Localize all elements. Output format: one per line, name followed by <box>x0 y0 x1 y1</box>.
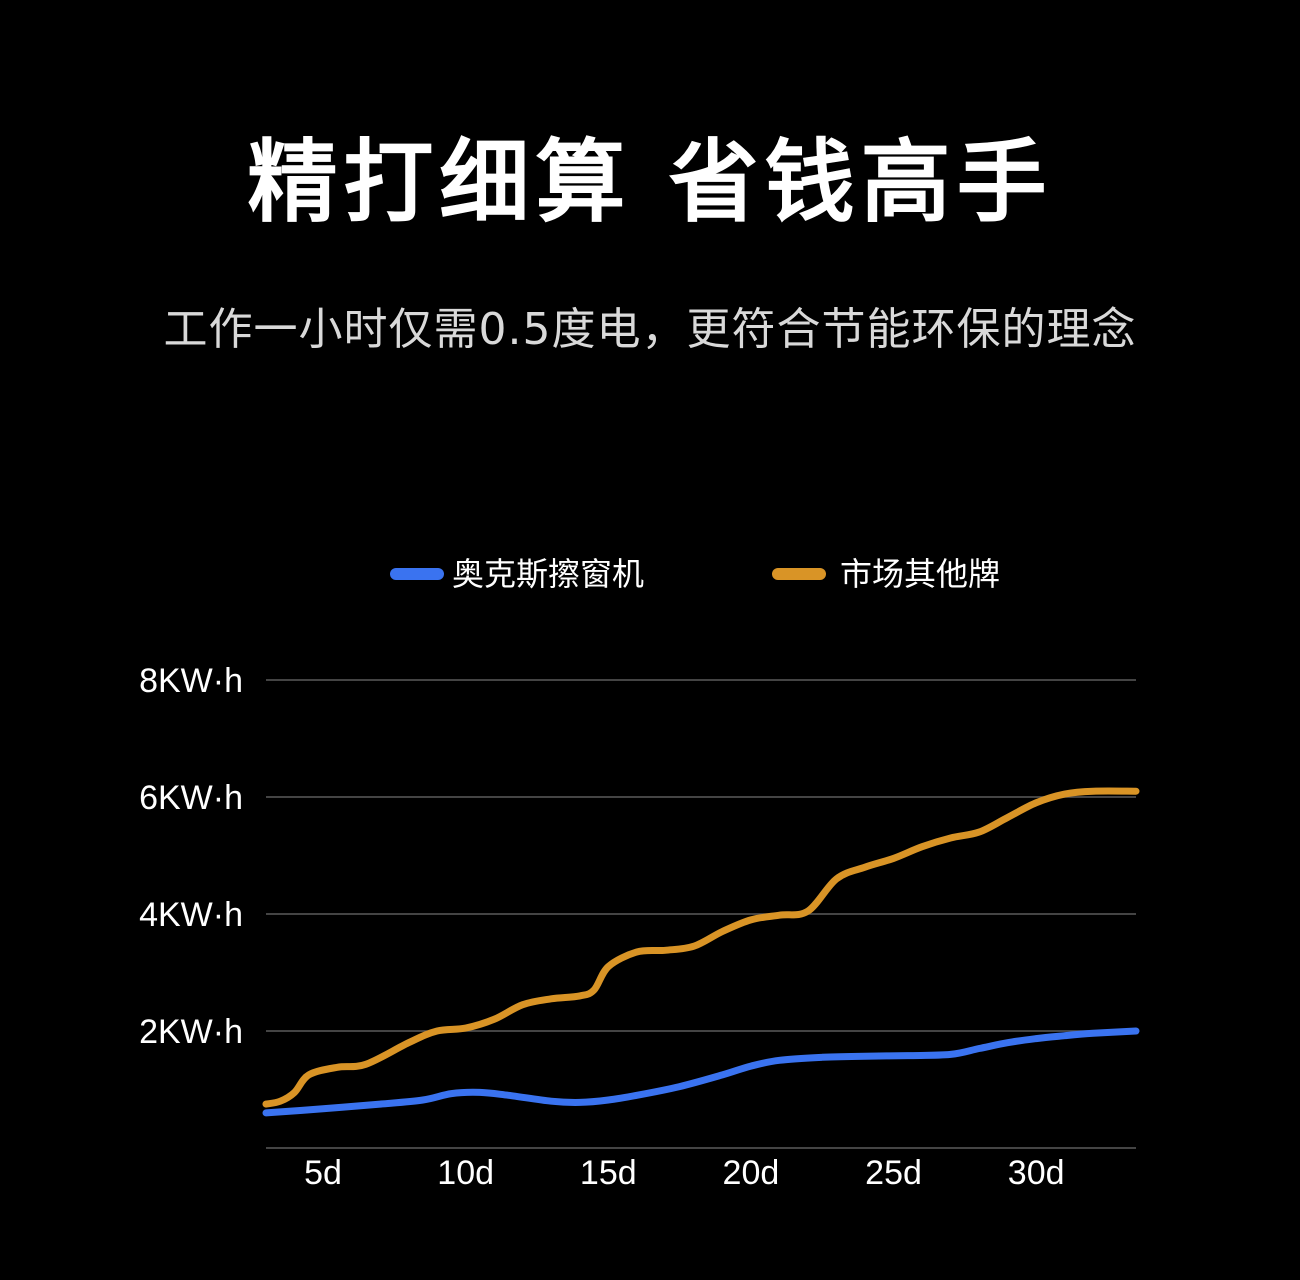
legend: 奥克斯擦窗机 市场其他牌 <box>390 555 1000 593</box>
x-tick-label: 25d <box>865 1154 922 1192</box>
legend-label-other: 市场其他牌 <box>840 555 1000 593</box>
y-axis-ticks: 8KW·h 6KW·h 4KW·h 2KW·h <box>139 662 243 1051</box>
x-tick-label: 30d <box>1008 1154 1065 1192</box>
x-axis-ticks: 5d 10d 15d 20d 25d 30d <box>304 1154 1064 1192</box>
y-tick-label: 6KW·h <box>139 779 243 817</box>
y-tick-label: 4KW·h <box>139 896 243 934</box>
y-tick-label: 8KW·h <box>139 662 243 700</box>
x-tick-label: 10d <box>437 1154 494 1192</box>
page-title: 精打细算 省钱高手 <box>247 130 1053 235</box>
page-subtitle: 工作一小时仅需0.5度电，更符合节能环保的理念 <box>163 304 1137 355</box>
y-tick-label: 2KW·h <box>139 1013 243 1051</box>
legend-label-aux: 奥克斯擦窗机 <box>452 555 644 593</box>
gridlines <box>266 679 1136 1149</box>
legend-item-aux: 奥克斯擦窗机 <box>390 555 644 593</box>
legend-item-other: 市场其他牌 <box>772 555 1000 593</box>
x-tick-label: 20d <box>723 1154 780 1192</box>
x-tick-label: 5d <box>304 1154 342 1192</box>
series-line-other <box>262 787 1140 1108</box>
series-line-aux <box>262 1027 1140 1117</box>
series-lines <box>262 787 1140 1117</box>
x-tick-label: 15d <box>580 1154 637 1192</box>
